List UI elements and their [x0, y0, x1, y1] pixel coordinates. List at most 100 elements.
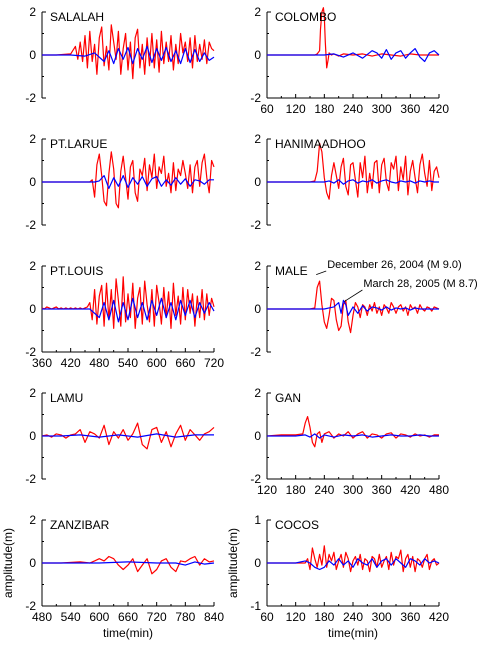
y-tick-label: -2 [25, 218, 36, 232]
panel-male: -2 0 2 MALE December 26, 2004 (M 9.0) March 2… [250, 259, 477, 359]
y-tick-label: -2 [25, 345, 36, 359]
station-label: COCOS [275, 518, 319, 532]
x-tick-label: 300 [343, 483, 363, 497]
annotation-leader [344, 289, 363, 302]
y-tick-label: 2 [29, 132, 36, 146]
station-label: PT.LOUIS [50, 264, 103, 278]
x-tick-label: 300 [372, 102, 392, 116]
y-tick-label: 1 [254, 513, 261, 527]
x-tick-label: 360 [32, 356, 52, 370]
y-tick-label: 2 [254, 259, 261, 273]
y-tick-label: -2 [250, 345, 261, 359]
x-tick-label: 480 [429, 483, 449, 497]
x-tick-label: 840 [204, 610, 224, 624]
x-tick-label: 360 [400, 102, 420, 116]
y-tick-label: -2 [250, 472, 261, 486]
x-tick-label: 360 [400, 610, 420, 624]
y-tick-label: -2 [25, 91, 36, 105]
annotation-label: December 26, 2004 (M 9.0) [327, 259, 462, 271]
series-line-2004 [41, 276, 215, 329]
series-line-2004 [42, 151, 215, 209]
x-tick-label: 420 [61, 356, 81, 370]
y-tick-label: -2 [250, 91, 261, 105]
station-label: COLOMBO [275, 10, 336, 24]
panel-cocos: -1 0 1 60 120 180 240 300 360 420 COCOS amplitude(m… [226, 513, 449, 640]
x-tick-label: 120 [257, 483, 277, 497]
x-tick-label: 360 [372, 483, 392, 497]
x-tick-label: 420 [429, 610, 449, 624]
x-tick-label: 300 [372, 610, 392, 624]
annotation-leader [316, 270, 327, 275]
x-tick-label: 720 [204, 356, 224, 370]
series-line-2004 [42, 555, 215, 575]
x-tick-label: 120 [286, 610, 306, 624]
x-tick-label: 420 [400, 483, 420, 497]
y-tick-label: 2 [29, 513, 36, 527]
station-label: PT.LARUE [50, 137, 107, 151]
series-line-2005 [42, 175, 214, 189]
x-tick-label: 240 [343, 102, 363, 116]
panel-gan: -2 0 2 120 180 240 300 360 420 480 GAN [250, 386, 449, 497]
panel-pt-louis: -2 0 2 360 420 480 540 600 660 720 PT.LOUIS [25, 259, 224, 370]
y-tick-label: 0 [29, 302, 36, 316]
x-tick-label: 240 [314, 483, 334, 497]
y-tick-label: 0 [29, 175, 36, 189]
y-tick-label: 2 [254, 5, 261, 19]
series-line-2005 [42, 297, 215, 323]
panel-colombo: -2 0 2 60 120 180 240 300 360 420 COLOMBO [250, 5, 449, 116]
y-tick-label: 0 [29, 429, 36, 443]
series-line-2004 [267, 142, 440, 200]
y-tick-label: 0 [254, 302, 261, 316]
station-label: ZANZIBAR [50, 518, 110, 532]
y-tick-label: 2 [254, 132, 261, 146]
panel-salalah: -2 0 2 SALALAH [25, 5, 215, 105]
x-tick-label: 120 [286, 102, 306, 116]
x-tick-label: 180 [286, 483, 306, 497]
x-tick-label: 540 [61, 610, 81, 624]
x-tick-label: 660 [118, 610, 138, 624]
annotation-label: March 28, 2005 (M 8.7) [363, 278, 477, 290]
y-axis-label: amplitude(m) [226, 528, 240, 598]
x-tick-label: 240 [343, 610, 363, 624]
y-tick-label: 0 [29, 556, 36, 570]
series-line-2005 [267, 47, 440, 63]
x-tick-label: 480 [89, 356, 109, 370]
panel-zanzibar: -2 0 2 480 540 600 660 720 780 840 ZANZIBAR amplitu… [1, 513, 224, 640]
y-tick-label: 2 [254, 386, 261, 400]
panel-hanimaadhoo: -2 0 2 HANIMAADHOO [250, 132, 440, 232]
x-tick-label: 540 [118, 356, 138, 370]
x-tick-label: 780 [175, 610, 195, 624]
station-label: MALE [275, 264, 308, 278]
y-axis-label: amplitude(m) [1, 528, 15, 598]
series-line-2004 [42, 24, 215, 80]
series-line-2005 [42, 433, 214, 438]
series-line-2005 [267, 558, 440, 571]
x-tick-label: 420 [429, 102, 449, 116]
y-tick-label: 0 [254, 175, 261, 189]
x-tick-label: 660 [175, 356, 195, 370]
x-axis-label: time(min) [328, 626, 378, 640]
x-tick-label: 180 [314, 102, 334, 116]
y-tick-label: 2 [29, 5, 36, 19]
x-tick-label: 720 [147, 610, 167, 624]
x-tick-label: 600 [89, 610, 109, 624]
y-tick-label: -2 [25, 599, 36, 613]
station-label: HANIMAADHOO [275, 137, 366, 151]
series-line-2004 [266, 416, 439, 448]
y-tick-label: 0 [254, 556, 261, 570]
x-tick-label: 480 [32, 610, 52, 624]
y-tick-label: -2 [25, 472, 36, 486]
x-axis-label: time(min) [103, 626, 153, 640]
y-tick-label: 2 [29, 259, 36, 273]
station-label: LAMU [50, 391, 83, 405]
x-tick-label: 180 [314, 610, 334, 624]
panel-lamu: -2 0 2 LAMU [25, 386, 215, 486]
x-tick-label: 60 [260, 102, 274, 116]
series-line-2005 [267, 299, 439, 316]
y-tick-label: -1 [250, 599, 261, 613]
y-tick-label: 2 [29, 386, 36, 400]
series-line-2005 [42, 561, 215, 566]
station-label: GAN [275, 391, 301, 405]
y-tick-label: 0 [254, 48, 261, 62]
y-tick-label: 0 [254, 429, 261, 443]
